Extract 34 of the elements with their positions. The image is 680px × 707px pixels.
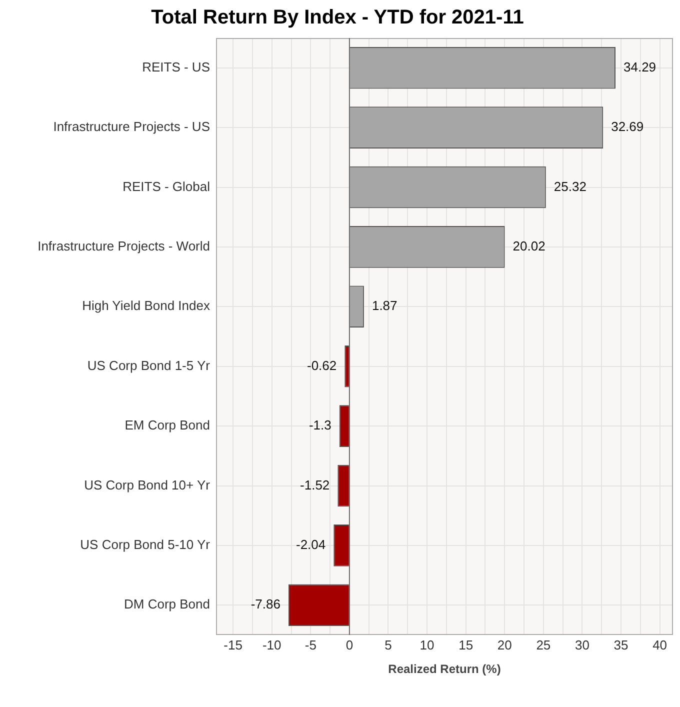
x-tick-label: -10 — [262, 637, 282, 652]
x-tick-label: 25 — [536, 637, 551, 652]
y-tick-label: DM Corp Bond — [124, 596, 210, 612]
data-label: 1.87 — [372, 298, 398, 314]
data-label: 34.29 — [624, 59, 656, 74]
x-tick-label: 10 — [420, 637, 434, 652]
x-tick-label: 20 — [497, 637, 512, 652]
data-label: -1.52 — [300, 477, 330, 492]
y-tick-label: Infrastructure Projects - US — [53, 119, 210, 134]
x-tick-label: 0 — [346, 637, 354, 652]
x-tick-label: 35 — [614, 637, 628, 652]
y-tick-label: REITS - US — [142, 59, 210, 74]
x-tick-label: 40 — [652, 637, 668, 652]
x-tick-label: 30 — [574, 637, 590, 652]
x-tick-label: 5 — [384, 637, 392, 652]
data-label: 25.32 — [554, 178, 586, 194]
y-tick-label: US Corp Bond 5-10 Yr — [80, 537, 211, 552]
x-tick-label: 15 — [458, 637, 474, 652]
x-tick-label: -5 — [304, 637, 316, 652]
data-label: -0.62 — [307, 358, 337, 373]
y-tick-label: Infrastructure Projects - World — [38, 238, 210, 254]
x-tick-label: -15 — [224, 637, 242, 652]
x-axis-title: Realized Return (%) — [388, 662, 501, 676]
data-label: 32.69 — [611, 119, 644, 134]
data-label: -2.04 — [296, 537, 326, 552]
data-label: 20.02 — [512, 238, 546, 254]
chart-title: Total Return By Index - YTD for 2021-11 — [151, 6, 524, 29]
y-tick-label: US Corp Bond 1-5 Yr — [87, 358, 211, 373]
y-tick-label: REITS - Global — [122, 178, 210, 194]
y-tick-label: US Corp Bond 10+ Yr — [84, 477, 211, 492]
data-label: -7.86 — [250, 596, 280, 612]
y-tick-label: EM Corp Bond — [124, 418, 210, 433]
data-label: -1.3 — [308, 418, 332, 433]
y-tick-label: High Yield Bond Index — [82, 298, 210, 314]
